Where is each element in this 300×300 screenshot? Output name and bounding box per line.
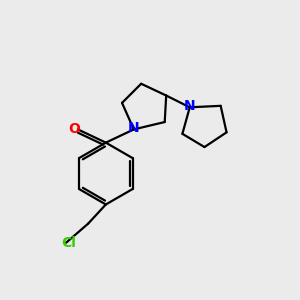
Text: Cl: Cl bbox=[61, 236, 76, 250]
Text: N: N bbox=[184, 99, 196, 113]
Text: N: N bbox=[128, 121, 140, 135]
Text: O: O bbox=[68, 122, 80, 136]
